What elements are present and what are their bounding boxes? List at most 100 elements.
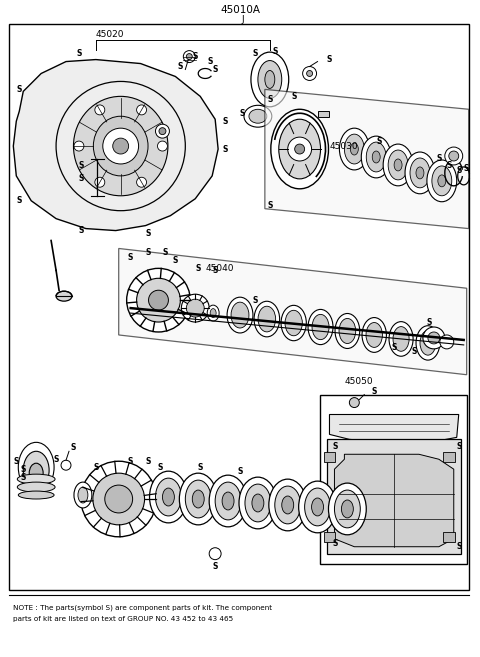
Text: S: S [267, 95, 273, 104]
Text: S: S [78, 174, 84, 183]
Text: S: S [411, 348, 417, 356]
Ellipse shape [383, 144, 413, 186]
Circle shape [137, 279, 180, 322]
Polygon shape [335, 454, 454, 547]
Text: S: S [222, 117, 228, 125]
Ellipse shape [299, 481, 336, 533]
Text: S: S [173, 256, 178, 265]
Ellipse shape [339, 319, 356, 344]
Ellipse shape [394, 159, 402, 171]
Circle shape [137, 105, 146, 115]
Circle shape [423, 327, 445, 349]
Circle shape [181, 294, 209, 322]
Text: parts of kit are listed on text of GROUP NO. 43 452 to 43 465: parts of kit are listed on text of GROUP… [13, 616, 234, 622]
Ellipse shape [73, 97, 168, 196]
Text: S: S [376, 137, 382, 146]
Ellipse shape [17, 474, 55, 484]
Ellipse shape [252, 494, 264, 512]
Ellipse shape [305, 488, 330, 526]
Text: 45040: 45040 [205, 264, 234, 273]
Ellipse shape [258, 306, 276, 332]
Ellipse shape [17, 482, 55, 492]
Bar [318, 111, 329, 117]
Circle shape [445, 147, 463, 165]
Circle shape [183, 51, 195, 62]
Ellipse shape [344, 134, 364, 164]
Text: S: S [213, 562, 218, 571]
Circle shape [74, 141, 84, 151]
Text: S: S [128, 253, 133, 262]
Ellipse shape [185, 480, 211, 518]
Ellipse shape [388, 150, 408, 180]
Text: S: S [292, 92, 298, 101]
Text: S: S [195, 264, 201, 273]
Text: S: S [272, 47, 277, 56]
Circle shape [186, 54, 192, 60]
Ellipse shape [432, 166, 452, 196]
Ellipse shape [393, 327, 409, 351]
Circle shape [61, 461, 71, 470]
Text: 45030: 45030 [329, 141, 358, 150]
Bar [443, 452, 455, 463]
Ellipse shape [162, 488, 174, 506]
Circle shape [307, 70, 312, 76]
Ellipse shape [372, 151, 380, 163]
Ellipse shape [180, 473, 217, 525]
Ellipse shape [271, 109, 328, 189]
Ellipse shape [210, 309, 216, 317]
Text: S: S [163, 248, 168, 257]
Circle shape [103, 128, 139, 164]
Ellipse shape [249, 109, 267, 124]
Circle shape [288, 137, 312, 161]
Circle shape [93, 473, 144, 525]
Ellipse shape [438, 175, 446, 187]
Ellipse shape [405, 152, 435, 194]
Text: S: S [198, 463, 203, 472]
Ellipse shape [231, 302, 249, 328]
Circle shape [209, 548, 221, 560]
Ellipse shape [18, 491, 54, 499]
Circle shape [428, 332, 440, 344]
Text: S: S [76, 49, 82, 58]
Circle shape [113, 138, 129, 154]
Text: S: S [372, 387, 377, 396]
Text: 45010A: 45010A [220, 5, 260, 15]
Text: S: S [436, 154, 442, 164]
Ellipse shape [258, 60, 282, 99]
Ellipse shape [269, 479, 307, 531]
Text: 45050: 45050 [344, 377, 373, 386]
Ellipse shape [18, 442, 54, 492]
Ellipse shape [416, 326, 440, 360]
Ellipse shape [361, 136, 391, 178]
Ellipse shape [23, 451, 49, 489]
Text: S: S [426, 317, 432, 327]
Bar [443, 532, 455, 542]
Ellipse shape [427, 160, 457, 202]
Polygon shape [265, 89, 468, 229]
Circle shape [349, 397, 360, 407]
Ellipse shape [150, 471, 187, 523]
Ellipse shape [265, 70, 275, 89]
Ellipse shape [29, 463, 43, 483]
Text: S: S [21, 472, 26, 482]
Text: S: S [78, 226, 84, 235]
Ellipse shape [282, 496, 294, 514]
Text: S: S [192, 52, 198, 61]
Ellipse shape [279, 119, 321, 179]
Circle shape [440, 335, 454, 349]
Ellipse shape [156, 478, 181, 516]
Ellipse shape [341, 500, 353, 518]
Ellipse shape [366, 323, 383, 348]
Text: S: S [456, 442, 461, 451]
Text: S: S [53, 455, 59, 464]
Circle shape [159, 127, 166, 135]
Ellipse shape [312, 498, 324, 516]
Text: S: S [70, 443, 76, 452]
Text: S: S [456, 542, 461, 551]
Ellipse shape [362, 317, 386, 352]
Ellipse shape [339, 128, 369, 170]
Text: S: S [252, 49, 258, 58]
Text: S: S [240, 109, 245, 118]
Text: S: S [252, 296, 258, 305]
Ellipse shape [410, 158, 430, 188]
